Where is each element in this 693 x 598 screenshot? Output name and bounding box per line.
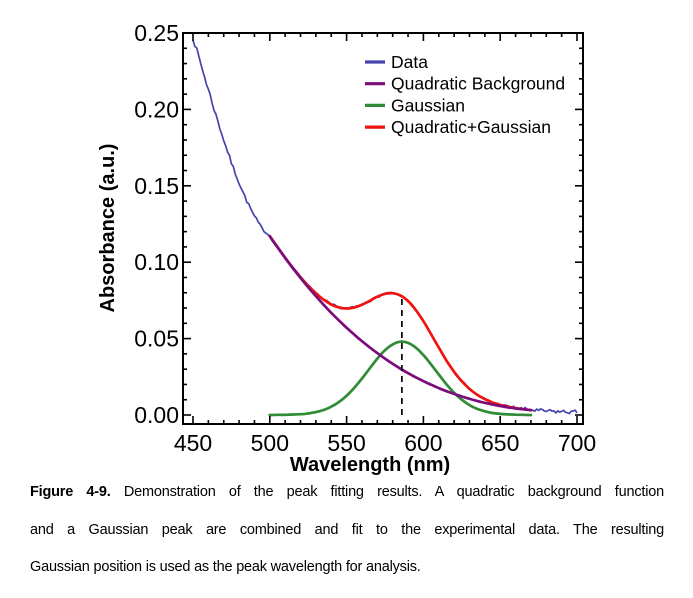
legend-label-0: Data: [391, 52, 428, 72]
y-tick-label: 0.25: [134, 20, 179, 46]
series-line-3: [268, 234, 533, 412]
legend-label-3: Quadratic+Gaussian: [391, 117, 551, 137]
x-tick-label: 650: [481, 430, 519, 456]
caption-line-1: Figure 4-9. Demonstration of the peak fi…: [30, 474, 664, 512]
y-axis-title: Absorbance (a.u.): [97, 144, 119, 313]
caption-line-3: Gaussian position is used as the peak wa…: [30, 559, 421, 575]
series-line-2: [268, 340, 533, 417]
y-tick-label: 0.10: [134, 249, 179, 275]
x-tick-label: 550: [327, 430, 365, 456]
peak-fitting-chart: 450 500 550 600 650 700 0.00 0.05 0.10 0.15 0.20 0.…: [97, 20, 596, 476]
y-tick-label: 0.20: [134, 96, 179, 122]
figure-caption: Figure 4-9. Demonstration of the peak fi…: [30, 474, 664, 587]
figure-label: Figure 4-9.: [30, 484, 111, 500]
x-tick-label: 700: [558, 430, 596, 456]
plot-frame: [182, 32, 584, 425]
caption-line-1-text: Demonstration of the peak fitting result…: [123, 484, 664, 500]
x-tick-label: 450: [174, 430, 212, 456]
x-tick-label: 500: [251, 430, 289, 456]
legend-label-1: Quadratic Background: [391, 74, 565, 94]
spectra-figure: 450 500 550 600 650 700 0.00 0.05 0.10 0.15 0.20 0.…: [97, 20, 596, 476]
y-tick-label: 0.05: [134, 326, 179, 352]
x-tick-label: 600: [404, 430, 442, 456]
y-tick-label: 0.15: [134, 173, 179, 199]
caption-line-2: and a Gaussian peak are combined and fit…: [30, 521, 664, 538]
x-axis-title: Wavelength (nm): [290, 454, 450, 476]
legend-label-2: Gaussian: [391, 95, 465, 115]
series-line-1: [268, 234, 533, 412]
y-tick-label: 0.00: [134, 402, 179, 428]
